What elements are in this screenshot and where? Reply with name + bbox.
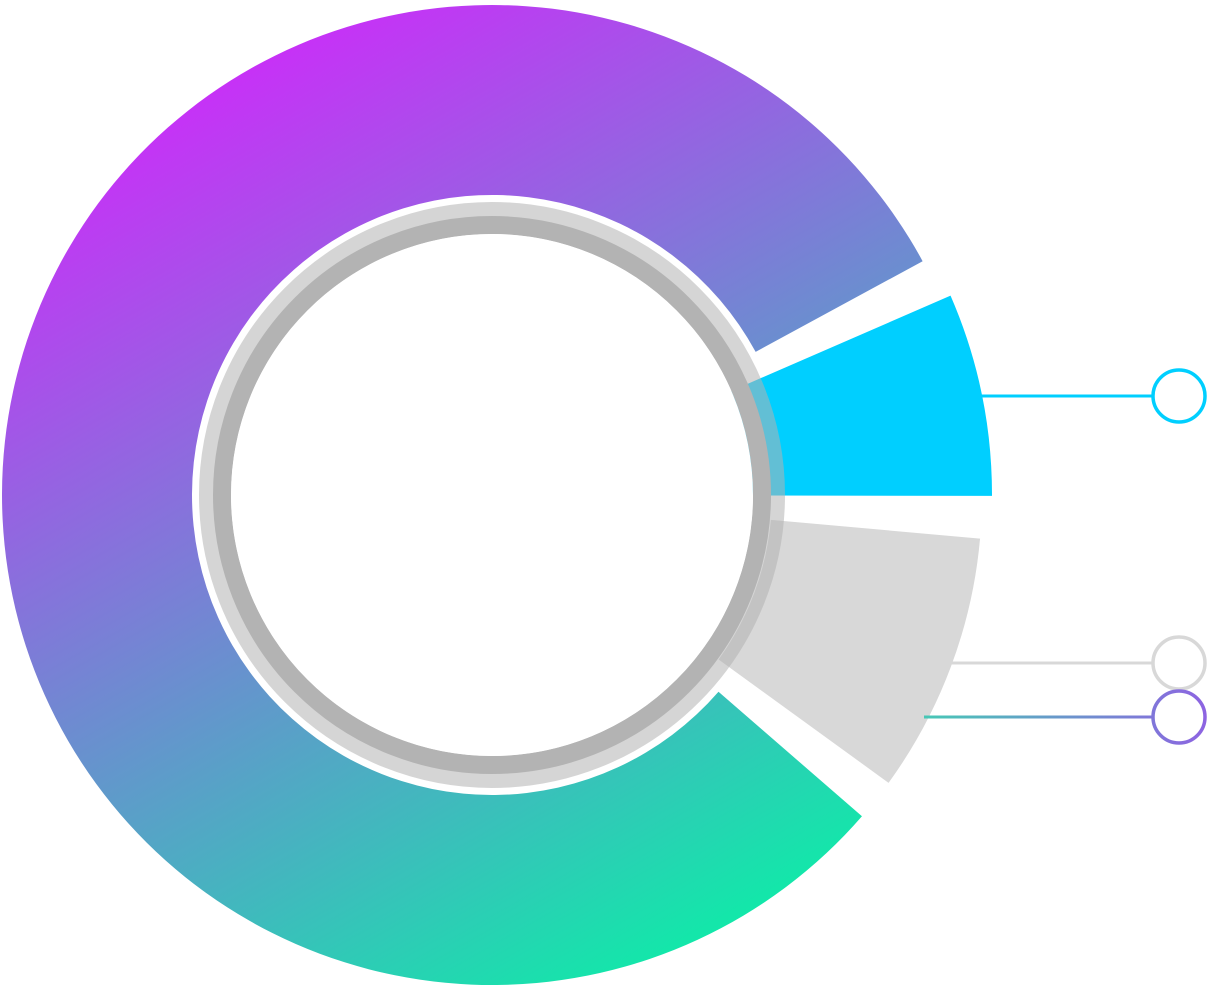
callout-marker-1 — [1151, 368, 1207, 424]
donut-slice-1 — [1, 5, 923, 986]
inner-ring — [199, 202, 785, 788]
callout-marker-3 — [1151, 689, 1207, 745]
donut-slice-3 — [718, 519, 981, 783]
callout-markers — [924, 368, 1207, 745]
donut-hole — [231, 234, 753, 756]
inner-ring-core — [213, 216, 771, 774]
donut-slice-2 — [721, 295, 992, 496]
donut-slices — [1, 5, 992, 986]
callout-marker-2 — [1151, 635, 1207, 691]
